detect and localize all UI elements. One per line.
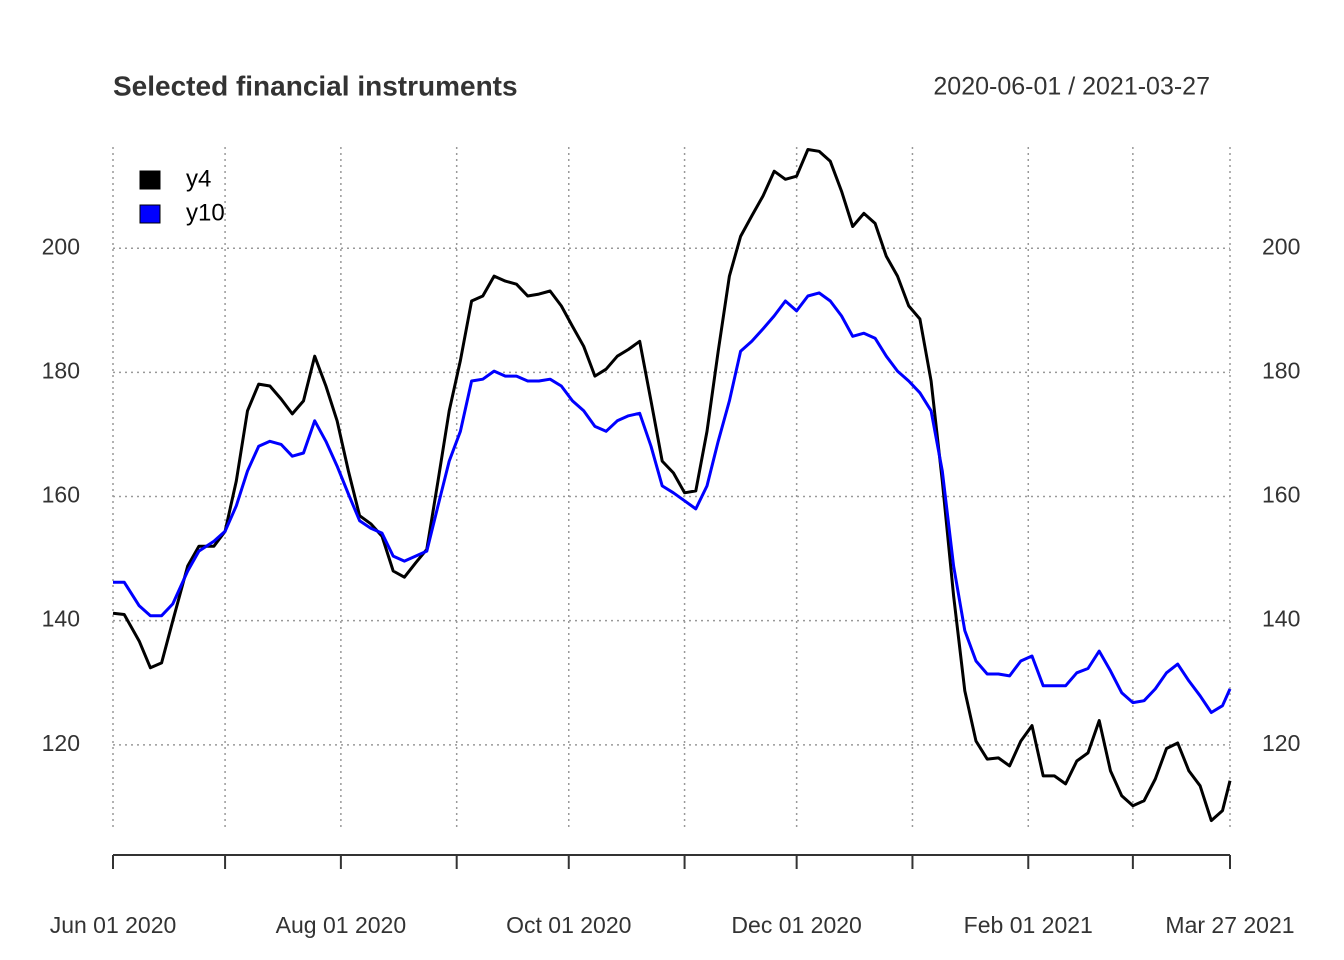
series-line (113, 291, 1232, 714)
x-tick-label: Oct 01 2020 (506, 912, 631, 938)
y-tick-label: 180 (42, 357, 80, 383)
y-tick-label: 120 (42, 730, 80, 756)
y2-tick-label: 200 (1262, 233, 1300, 259)
x-tick-label: Jun 01 2020 (50, 912, 177, 938)
y2-tick-label: 140 (1262, 606, 1300, 632)
chart-title: Selected financial instruments (113, 70, 518, 101)
date-range: 2020-06-01 / 2021-03-27 (933, 73, 1210, 101)
x-tick-label: Feb 01 2021 (964, 912, 1093, 938)
x-tick-label: Mar 27 2021 (1165, 912, 1294, 938)
y2-tick-label: 160 (1262, 482, 1300, 508)
x-tick-label: Aug 01 2020 (276, 912, 406, 938)
y-tick-label: 200 (42, 233, 80, 259)
y2-tick-label: 120 (1262, 730, 1300, 756)
y2-tick-label: 180 (1262, 357, 1300, 383)
series-line (112, 148, 1232, 823)
legend-swatch (139, 204, 161, 224)
legend-swatch (139, 170, 161, 190)
y-tick-label: 140 (42, 606, 80, 632)
legend-label: y10 (186, 199, 225, 226)
x-tick-label: Dec 01 2020 (731, 912, 861, 938)
legend-label: y4 (186, 165, 211, 192)
y-tick-label: 160 (42, 482, 80, 508)
